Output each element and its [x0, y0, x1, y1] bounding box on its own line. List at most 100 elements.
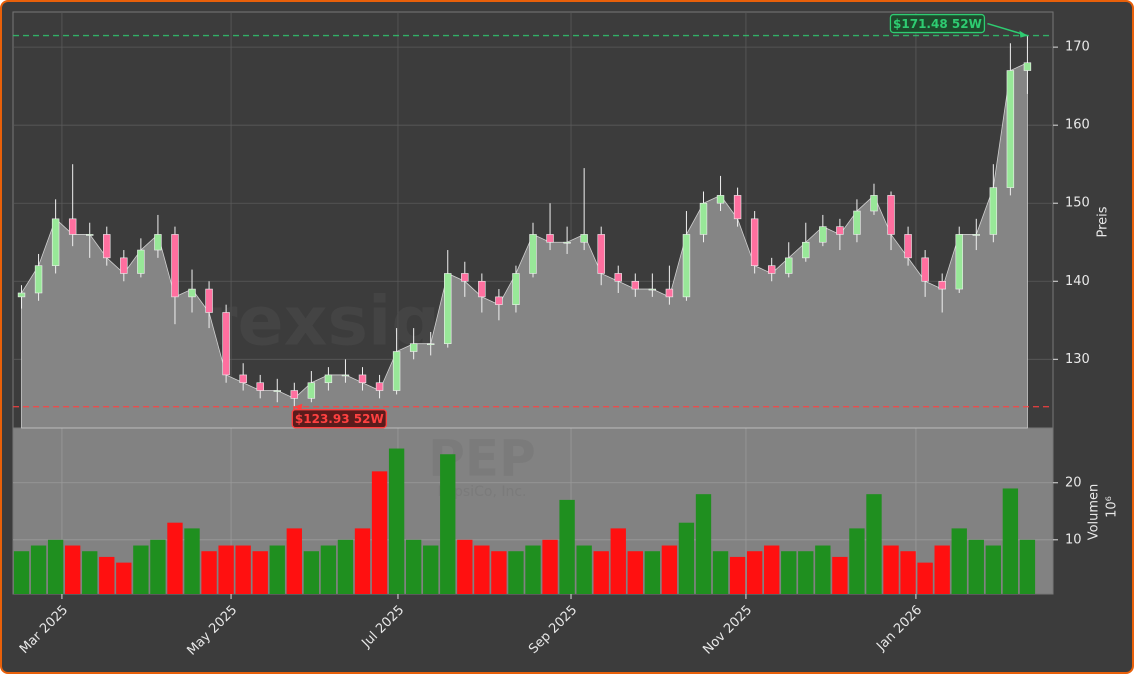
candle-body — [716, 195, 725, 204]
volume-bar — [866, 494, 882, 594]
volume-bar — [388, 448, 405, 594]
candle-body — [631, 280, 640, 290]
arrow-head — [1019, 30, 1028, 38]
volume-bar — [695, 494, 712, 594]
volume-bar — [644, 551, 661, 594]
candle-body — [324, 374, 333, 384]
volume-bar — [133, 545, 149, 594]
volume-bar — [150, 539, 166, 594]
volume-bar — [883, 545, 899, 594]
candle-body — [51, 218, 60, 266]
candle-body — [137, 249, 145, 274]
y-tick-label: 170 — [1065, 40, 1090, 55]
y-tick-label: 160 — [1065, 118, 1090, 133]
volume-bar — [82, 551, 98, 594]
candle-body — [495, 296, 503, 305]
volume-bar — [627, 551, 643, 594]
candle-body — [307, 382, 316, 399]
candle-body — [853, 210, 861, 235]
candle-body — [529, 234, 537, 274]
candle-body — [290, 390, 299, 399]
candle-body — [785, 257, 793, 274]
volume-bar — [457, 539, 473, 594]
y-tick-label: 10 — [1065, 532, 1082, 547]
candle-body — [103, 234, 111, 259]
candle-body — [239, 374, 247, 384]
candle-body — [17, 292, 26, 298]
volume-bar — [235, 545, 251, 594]
candle-body — [256, 382, 264, 391]
candle-body — [444, 273, 452, 345]
volume-bar — [30, 545, 47, 594]
candle-body — [461, 273, 469, 282]
y-tick-label: 150 — [1065, 196, 1090, 211]
candle-body — [767, 265, 776, 274]
candle-body — [478, 280, 486, 298]
candle-body — [154, 234, 162, 251]
volume-bar — [405, 539, 422, 594]
candle-body — [358, 374, 367, 384]
volume-bar — [542, 539, 558, 594]
volume-bar — [371, 471, 388, 594]
candle-body — [171, 234, 179, 298]
candle-body — [989, 187, 998, 235]
volume-bar — [491, 551, 507, 594]
volume-bar — [917, 562, 933, 594]
volume-bar — [508, 551, 524, 594]
volume-bar — [184, 528, 200, 594]
volume-bar — [900, 551, 916, 594]
volume-bar — [951, 528, 967, 594]
candle-body — [546, 234, 554, 243]
annotation-label: $123.93 52W — [295, 412, 384, 426]
candle-body — [904, 234, 912, 259]
candle-body — [682, 234, 691, 298]
volume-bar — [320, 545, 337, 594]
candle-body — [120, 257, 128, 274]
candle-body — [341, 374, 350, 377]
candle-body — [86, 234, 94, 236]
volume-bar — [746, 551, 763, 594]
volume-bar — [832, 556, 848, 594]
watermark-company: PepsiCo, Inc. — [437, 484, 526, 500]
y-tick-label: 140 — [1065, 274, 1090, 289]
volume-bar — [781, 551, 797, 594]
candle-body — [580, 234, 588, 243]
candle-body — [733, 195, 742, 220]
y-tick-label: 20 — [1065, 475, 1082, 490]
volume-bar — [1019, 539, 1036, 594]
candle-body — [222, 312, 230, 376]
volume-bar — [729, 556, 746, 594]
candle-body — [409, 343, 418, 352]
candle-body — [750, 218, 759, 266]
volume-bar — [65, 545, 81, 594]
candle-body — [614, 273, 622, 282]
annotation-label: $171.48 52W — [893, 17, 982, 31]
candle-body — [699, 202, 708, 235]
volume-bar — [218, 545, 234, 594]
volume-bar — [47, 539, 64, 594]
annotation-box — [889, 13, 986, 34]
candle-body — [68, 218, 77, 235]
volume-bar — [815, 545, 831, 594]
candle-body — [870, 195, 878, 212]
volume-bar — [286, 528, 302, 594]
candle-body — [972, 234, 980, 236]
volume-bar — [985, 545, 1001, 594]
candle-body — [921, 257, 929, 282]
candle-body — [205, 288, 213, 313]
volume-bar — [116, 562, 132, 594]
volume-bar — [934, 545, 950, 594]
volume-bar — [337, 539, 354, 594]
volume-bar — [13, 551, 30, 594]
candle-body — [648, 288, 657, 291]
volume-axis-label: Volumen — [1087, 484, 1102, 541]
volume-bar — [525, 545, 541, 594]
y-axis-label: Preis — [1096, 206, 1111, 237]
volume-bar — [610, 528, 626, 594]
candle-body — [426, 343, 435, 346]
candle-body — [34, 265, 43, 294]
candle-body — [392, 351, 401, 391]
candle-body — [836, 226, 844, 235]
candle-body — [802, 241, 810, 259]
